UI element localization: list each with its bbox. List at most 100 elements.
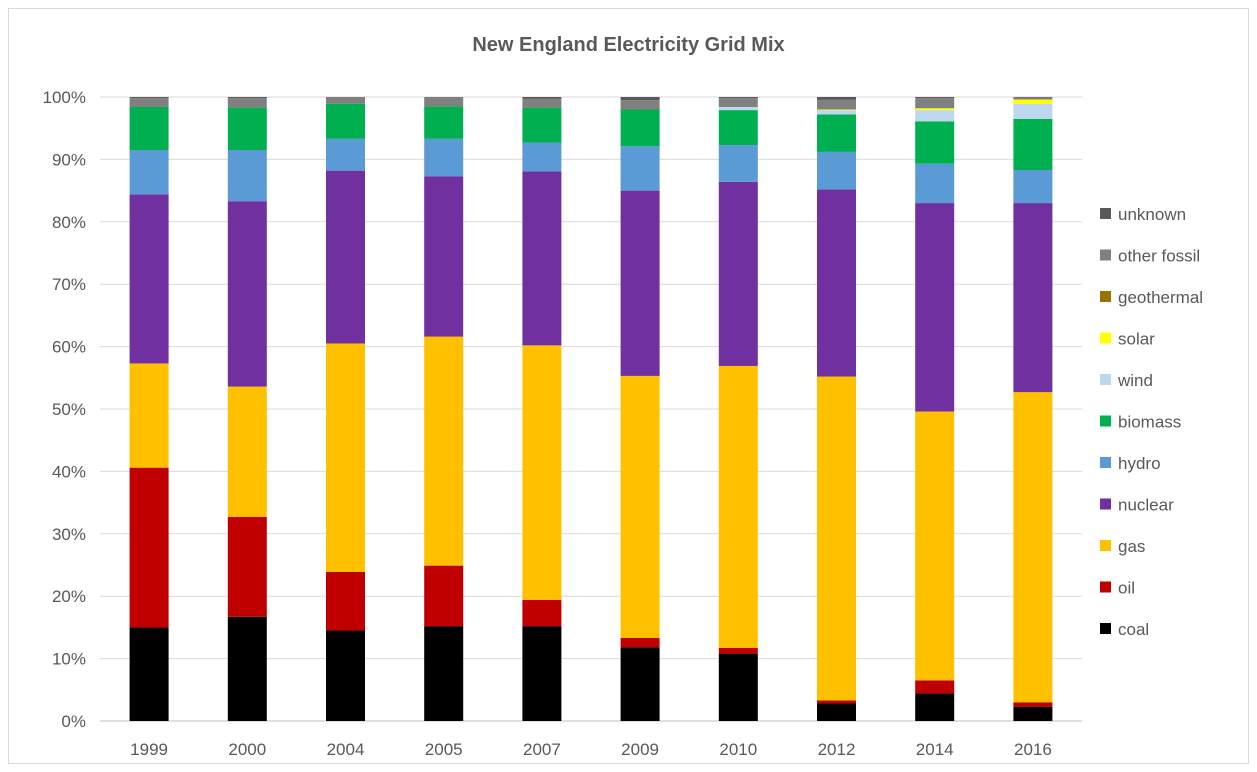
bar-segment	[227, 107, 267, 151]
legend-label: coal	[1118, 620, 1149, 639]
bar-segment	[129, 98, 169, 107]
bar-segment	[915, 108, 955, 111]
bar-segment	[424, 626, 464, 721]
legend-swatch	[1100, 498, 1111, 510]
legend-swatch	[1100, 623, 1111, 634]
y-tick-label: 60%	[52, 338, 86, 357]
bar-segment	[718, 106, 758, 111]
bar-segment	[227, 516, 267, 617]
bar-segment	[817, 151, 856, 190]
bar-segment	[227, 150, 267, 202]
bar-segment	[227, 97, 267, 99]
bar-segment	[817, 99, 856, 110]
bar-segment	[620, 97, 660, 101]
bar-segment	[1013, 99, 1053, 104]
bar-segment	[522, 626, 562, 721]
bar-segment	[620, 375, 660, 639]
x-tick-label: 1999	[130, 740, 168, 759]
bar-segment	[1013, 170, 1053, 204]
x-tick-label: 2014	[916, 740, 954, 759]
y-tick-label: 80%	[52, 213, 86, 232]
bar-segment	[1013, 203, 1053, 393]
bar-segment	[915, 110, 955, 122]
bar-segment	[620, 647, 660, 721]
x-tick-label: 2000	[228, 740, 266, 759]
bar-segment	[522, 142, 562, 172]
bar-segment	[424, 565, 464, 627]
legend-swatch	[1100, 581, 1111, 593]
bar-segment	[718, 98, 758, 107]
x-tick-label: 2005	[425, 740, 463, 759]
y-tick-label: 40%	[52, 462, 86, 481]
bar-segment	[817, 109, 856, 111]
bar-segment	[1013, 706, 1053, 721]
y-tick-label: 70%	[52, 275, 86, 294]
bar-segment	[522, 97, 562, 99]
x-tick-label: 2012	[818, 740, 856, 759]
bar-segment	[129, 194, 169, 364]
x-axis: 1999 2000 2004 2005 2007 2009 2010 2012 2014 2016	[130, 740, 1052, 759]
bar-segment	[424, 97, 464, 107]
bar-segment	[227, 616, 267, 721]
bar-segment	[1013, 103, 1053, 119]
legend-label: wind	[1117, 371, 1153, 390]
bar-segment	[1013, 392, 1053, 703]
bar-segment	[915, 163, 955, 204]
bar-segment	[718, 653, 758, 721]
y-tick-label: 10%	[52, 650, 86, 669]
bar-segment	[326, 630, 365, 721]
bar-segment	[326, 343, 365, 572]
bar-segment	[817, 114, 856, 152]
bar-segment	[620, 146, 660, 191]
bar-segment	[522, 171, 562, 346]
bar-segment	[227, 201, 267, 387]
bar-segment	[129, 467, 169, 628]
bar-segment	[817, 189, 856, 377]
y-tick-label: 90%	[52, 150, 86, 169]
bar-segment	[326, 170, 365, 344]
bar-segment	[424, 106, 464, 139]
legend-label: unknown	[1118, 205, 1186, 224]
bar-segment	[522, 107, 562, 143]
x-tick-label: 2009	[621, 740, 659, 759]
legend: unknown other fossil geothermal solar wind bi…	[1100, 205, 1203, 639]
bar-segment	[718, 181, 758, 366]
bar-segment	[1013, 97, 1053, 100]
legend-swatch	[1100, 291, 1111, 302]
bar-segment	[620, 109, 660, 147]
bar-segment	[1013, 97, 1053, 98]
y-tick-label: 30%	[52, 525, 86, 544]
bar-segment	[227, 386, 267, 517]
legend-swatch	[1100, 374, 1111, 385]
bar-segment	[817, 376, 856, 701]
legend-label: hydro	[1118, 454, 1161, 473]
legend-swatch	[1100, 208, 1111, 219]
bar-segment	[817, 110, 856, 115]
x-tick-label: 2010	[719, 740, 757, 759]
bar-segment	[620, 638, 660, 648]
bar-segment	[424, 336, 464, 566]
bar-segment	[620, 100, 660, 110]
bar-segment	[817, 700, 856, 704]
bar-segment	[915, 98, 955, 109]
bar-segment	[522, 345, 562, 600]
bar-segment	[326, 103, 365, 139]
bar-segment	[620, 190, 660, 376]
bar-segment	[227, 98, 267, 108]
legend-swatch	[1100, 249, 1111, 261]
legend-label: solar	[1118, 330, 1155, 349]
bar-segment	[424, 138, 464, 177]
bar-segment	[915, 680, 955, 694]
bar-segment	[718, 647, 758, 654]
bar-segment	[326, 97, 365, 104]
bar-segment	[718, 110, 758, 146]
legend-swatch	[1100, 332, 1111, 344]
legend-swatch	[1100, 457, 1111, 468]
bar-segment	[522, 599, 562, 627]
bar-segment	[129, 627, 169, 721]
x-tick-label: 2016	[1014, 740, 1052, 759]
bars	[129, 97, 1053, 721]
bar-segment	[915, 411, 955, 681]
bar-segment	[817, 97, 856, 100]
